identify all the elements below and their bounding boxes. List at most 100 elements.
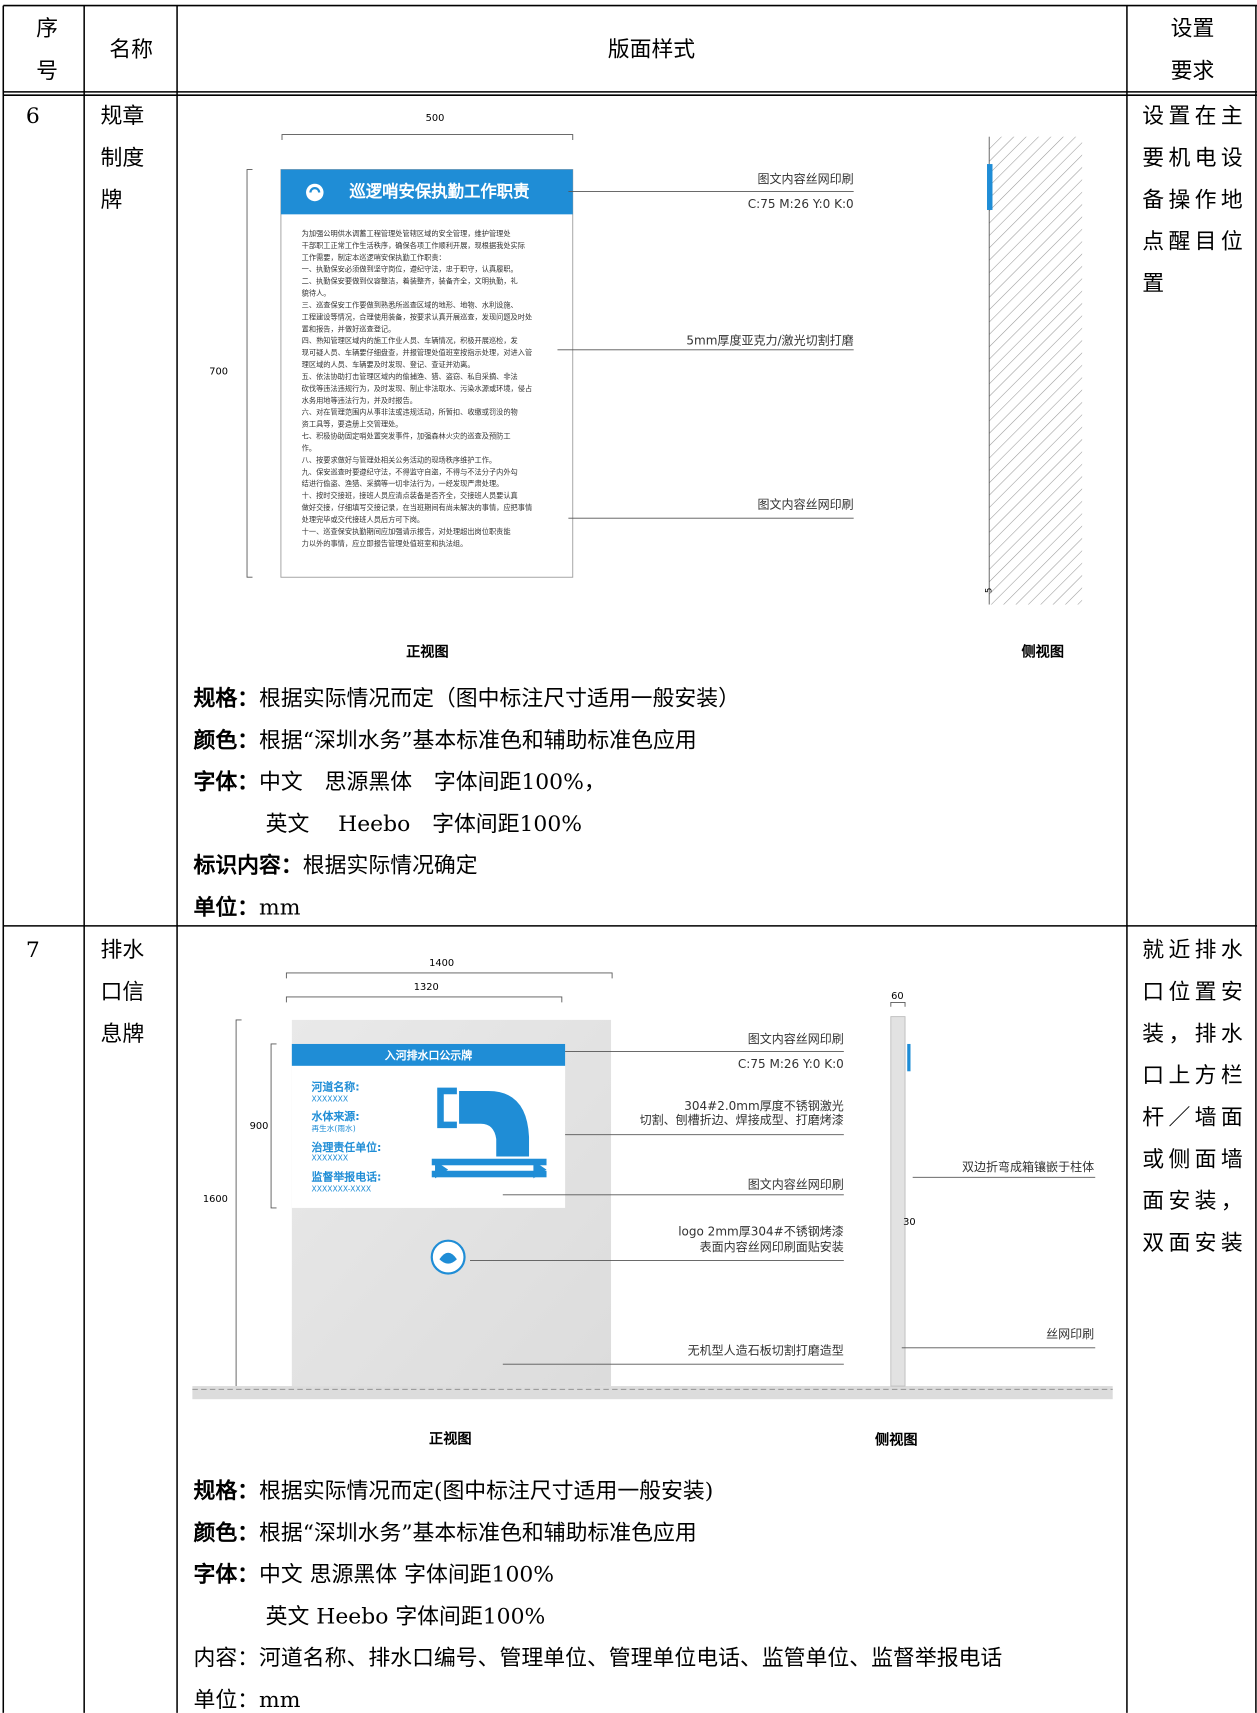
spec-line: 单位：mm: [193, 1688, 300, 1713]
board-field: XXXXXXX: [312, 1154, 349, 1163]
callout: 图文内容丝网印刷: [748, 1176, 844, 1191]
spec-line: 颜色：根据“深圳水务”基本标准色和辅助标准色应用: [193, 727, 696, 753]
row-requirement: 设置在主: [1142, 104, 1243, 129]
dimension: 700: [209, 367, 228, 378]
board-text: 四、熟知管理区域内的施工作业人员、车辆情况，积极开展巡检，发: [302, 336, 518, 345]
spec-line: 英文 Heebo 字体间距100%: [266, 1604, 546, 1629]
dimension: 500: [426, 113, 445, 124]
spec-label: 颜色：: [193, 727, 259, 753]
header-requirement: 设置: [1171, 17, 1215, 42]
callout: 无机型人造石板切割打磨造型: [688, 1343, 844, 1358]
spec-label: 内容：: [193, 1646, 259, 1671]
spec-text: 根据实际情况确定: [303, 854, 478, 879]
spec-text: 英文 Heebo 字体间距100%: [266, 1604, 546, 1629]
spec-text: 根据“深圳水务”基本标准色和辅助标准色应用: [259, 1521, 697, 1546]
header-layout: 版面样式: [608, 37, 696, 62]
dimension: 1600: [203, 1194, 228, 1205]
spec-text: 中文 思源黑体 字体间距100%: [259, 1563, 554, 1588]
callout: 双边折弯成箱镶嵌于柱体: [962, 1159, 1094, 1174]
callout: 图文内容丝网印刷: [758, 171, 854, 186]
spec-label: 单位：: [193, 894, 259, 920]
spec-label: 字体：: [193, 1562, 259, 1588]
board-text: 貌待人。: [302, 289, 331, 298]
dimension: 5: [985, 588, 995, 594]
spec-line: 单位：mm: [193, 894, 300, 920]
board-text: 置和报告，并做好巡查登记。: [302, 324, 396, 333]
spec-label: 颜色：: [193, 1520, 259, 1546]
board-text: 十、按时交接班，接班人员应清点装备是否齐全，交接班人员要认真: [302, 491, 518, 500]
table-grid: [2, 4, 1257, 1713]
header-name: 名称: [109, 37, 153, 62]
figure-6-shapes: [246, 134, 1083, 605]
row-index: 6: [26, 104, 40, 129]
row-requirement: 口上方栏: [1142, 1064, 1243, 1089]
view-label: 正视图: [429, 1431, 472, 1448]
board-text: 工程建设等情况，合理使用装备，按要求认真开展巡查，发现问题及时处: [302, 312, 533, 321]
board-text: 资工具等，要造册上交管理处。: [302, 420, 403, 429]
board-field: XXXXXXX-XXXX: [312, 1184, 372, 1193]
board-text: 砍伐等违法违规行为，及时发现、制止非法取水、污染水源或环境，侵占: [302, 384, 533, 393]
spec-line: 内容：河道名称、排水口编号、管理单位、管理单位电话、监管单位、监督举报电话: [193, 1646, 1002, 1671]
board-field: 河道名称:: [312, 1080, 360, 1094]
spec-line: 规格：根据实际情况而定（图中标注尺寸适用一般安装）: [193, 686, 740, 712]
board-field: 水体来源:: [312, 1109, 360, 1123]
view-label: 正视图: [406, 644, 449, 661]
callout: 5mm厚度亚克力/激光切割打磨: [686, 333, 853, 348]
row-requirement: 备操作地: [1142, 188, 1243, 213]
row-requirement: 就近排水: [1142, 938, 1243, 963]
spec-label: 规格：: [193, 1478, 259, 1504]
board-text: 二、执勤保安要做到仪容整洁，着装整齐，装备齐全，文明执勤，礼: [302, 277, 518, 286]
spec-text: 根据“深圳水务”基本标准色和辅助标准色应用: [259, 728, 697, 753]
view-label: 侧视图: [1021, 644, 1064, 661]
board-text: 十一、巡查保安执勤期间应加强请示报告，对处理超出岗位职责能: [302, 527, 511, 536]
row-index: 7: [26, 938, 40, 963]
board-text: 九、保安巡查时要遵纪守法，不得监守自盗，不得与不法分子内外勾: [302, 467, 518, 476]
row-requirement: 装，排水: [1142, 1022, 1243, 1047]
dimension: 1400: [429, 958, 454, 969]
board-text: 三、巡查保安工作要做到熟悉所巡查区域的地形、地物、水利设施、: [302, 300, 518, 309]
callout: 切割、刨槽折边、焊接成型、打磨烤漆: [640, 1112, 844, 1127]
board-text: 八、按要求做好与管理处相关公务活动的现场秩序维护工作。: [302, 455, 496, 464]
spec-label: 标识内容：: [193, 853, 302, 879]
board-text: 处理完毕或交代接班人员后方可下岗。: [302, 515, 424, 524]
board-title: 巡逻哨安保执勤工作职责: [349, 182, 529, 201]
spec-line: 字体：中文 思源黑体 字体间距100%，: [193, 769, 605, 795]
spec-text: 根据实际情况而定（图中标注尺寸适用一般安装）: [259, 687, 740, 712]
header-requirement: 要求: [1171, 59, 1215, 84]
spec-line: 颜色：根据“深圳水务”基本标准色和辅助标准色应用: [193, 1520, 696, 1546]
callout: 图文内容丝网印刷: [758, 497, 854, 512]
spec-line: 规格：根据实际情况而定(图中标注尺寸适用一般安装): [193, 1478, 713, 1504]
row-name: 制度: [101, 146, 145, 171]
callout: 304#2.0mm厚度不锈钢激光: [684, 1098, 844, 1113]
spec-text: mm: [259, 895, 301, 920]
board-text: 工作需要，制定本巡逻哨安保执勤工作职责：: [302, 253, 446, 262]
board-field: 监督举报电话:: [312, 1169, 382, 1183]
board-text: 一、执勤保安必须做到坚守岗位，遵纪守法，忠于职守，认真履职。: [302, 265, 518, 274]
dimension: 30: [903, 1217, 916, 1228]
board-text: 水务用地等违法行为，并及时报告。: [302, 396, 417, 405]
callout: 丝网印刷: [1046, 1327, 1094, 1341]
spec-label: 字体：: [193, 769, 259, 795]
board-field: 再生水(雨水): [312, 1123, 356, 1133]
dimension: 900: [250, 1121, 269, 1132]
board-text: 五、依法协助打击管理区域内的偷捕渔、猎、盗窃、私自采摘、非法: [302, 372, 518, 381]
board-text: 结进行偷盗、渔猎、采摘等一切非法行为，一经发现严肃处理。: [302, 479, 504, 488]
row-name: 息牌: [101, 1022, 145, 1047]
row-requirement: 置: [1142, 272, 1164, 297]
row-requirement: 要机电设: [1142, 146, 1243, 171]
spec-text: 中文 思源黑体 字体间距100%，: [259, 770, 606, 795]
row-requirement: 面安装，: [1142, 1189, 1243, 1214]
board-text: 力以外的事情，应立即报告管理处值班室和执法组。: [302, 539, 468, 548]
board-text: 作。: [302, 443, 316, 452]
view-label: 侧视图: [875, 1432, 918, 1449]
row-requirement: 双面安装: [1142, 1231, 1243, 1256]
dimension: 60: [891, 991, 904, 1002]
board-text: 现可疑人员、车辆要仔细盘查，并报管理处值班室按指示处理，对进入管: [302, 348, 533, 357]
board-field: XXXXXXX: [312, 1095, 349, 1104]
spec-label: 规格：: [193, 686, 259, 712]
row-name: 口信: [101, 980, 145, 1005]
spec-line: 标识内容：根据实际情况确定: [193, 853, 477, 879]
board-title: 入河排水口公示牌: [385, 1048, 472, 1062]
